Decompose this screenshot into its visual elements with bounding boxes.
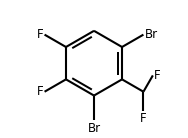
Text: F: F bbox=[37, 28, 43, 41]
Text: F: F bbox=[37, 85, 43, 98]
Text: Br: Br bbox=[87, 122, 101, 135]
Text: F: F bbox=[154, 69, 161, 82]
Text: F: F bbox=[140, 112, 147, 125]
Text: Br: Br bbox=[145, 28, 158, 41]
